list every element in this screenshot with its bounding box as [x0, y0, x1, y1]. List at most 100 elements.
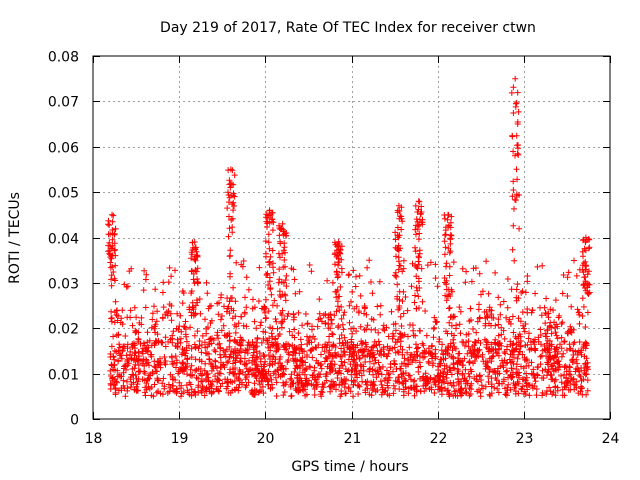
data-point — [159, 289, 166, 296]
data-point — [524, 278, 531, 285]
data-point — [290, 266, 297, 273]
data-point — [443, 260, 450, 267]
data-point — [463, 378, 470, 385]
data-point — [579, 248, 586, 255]
data-point — [168, 317, 175, 324]
data-point — [506, 356, 513, 363]
data-point — [326, 383, 333, 390]
data-point — [348, 377, 355, 384]
y-tick-label: 0.02 — [48, 322, 79, 338]
data-point — [242, 361, 249, 368]
data-point — [359, 340, 366, 346]
data-point — [430, 360, 437, 367]
data-point — [250, 296, 256, 303]
data-point — [523, 363, 530, 370]
data-point — [277, 238, 283, 245]
data-point — [582, 361, 589, 368]
data-point — [455, 368, 462, 375]
data-point — [317, 391, 324, 398]
x-tick-label: 20 — [257, 431, 275, 447]
data-point — [161, 360, 168, 366]
data-point — [490, 353, 497, 359]
data-point — [513, 166, 520, 173]
data-point — [148, 351, 155, 358]
data-point — [347, 388, 354, 395]
data-point — [569, 376, 576, 383]
data-point — [221, 364, 228, 371]
data-point — [228, 305, 235, 312]
data-point — [366, 353, 373, 360]
data-point — [375, 329, 382, 336]
data-point — [314, 323, 321, 330]
data-point — [269, 302, 276, 309]
data-point — [494, 340, 501, 347]
data-point — [323, 377, 330, 384]
data-point — [268, 291, 275, 298]
data-point — [517, 343, 524, 350]
data-point — [511, 257, 518, 264]
data-point — [395, 266, 402, 273]
data-point — [372, 357, 379, 364]
data-point — [580, 303, 587, 310]
data-point — [533, 386, 540, 392]
data-point — [571, 339, 578, 346]
data-point — [431, 314, 438, 321]
data-point — [202, 316, 208, 323]
data-point — [444, 380, 451, 387]
data-point — [342, 340, 349, 346]
data-point — [411, 377, 418, 384]
data-point — [444, 330, 451, 337]
data-point — [188, 345, 195, 352]
data-point — [510, 178, 517, 185]
data-point — [112, 252, 119, 259]
data-point — [341, 348, 348, 355]
data-point — [555, 358, 561, 365]
plot-frame — [92, 55, 611, 420]
data-point — [241, 361, 248, 367]
data-point — [273, 348, 279, 355]
data-point — [584, 377, 591, 384]
data-point — [455, 355, 461, 362]
data-point — [350, 358, 357, 365]
data-point — [193, 297, 200, 304]
data-point — [278, 324, 285, 331]
data-point — [570, 358, 577, 365]
data-point — [149, 370, 156, 377]
data-point — [226, 225, 233, 232]
data-point — [261, 304, 268, 311]
data-point — [539, 375, 545, 381]
data-point — [154, 368, 160, 375]
data-point — [376, 278, 383, 285]
data-point — [582, 324, 589, 330]
data-point — [260, 335, 267, 342]
data-point — [459, 265, 466, 272]
data-point — [562, 363, 569, 370]
data-point — [574, 351, 581, 358]
y-axis-title: ROTI / TECUs — [7, 192, 23, 284]
data-point — [582, 285, 588, 291]
data-point — [302, 392, 309, 399]
data-point — [579, 313, 586, 319]
data-point — [476, 372, 483, 379]
data-point — [444, 346, 451, 353]
data-point — [485, 373, 492, 380]
x-axis-title: GPS time / hours — [291, 459, 408, 475]
data-point — [151, 325, 158, 332]
data-point — [165, 308, 172, 315]
data-point — [204, 371, 211, 377]
data-point — [119, 307, 126, 314]
data-point — [108, 282, 115, 289]
data-point — [544, 337, 551, 344]
data-point — [476, 301, 482, 308]
data-point — [180, 290, 187, 296]
data-point — [413, 273, 420, 280]
data-point — [521, 354, 528, 361]
data-point — [229, 201, 236, 208]
data-point — [435, 367, 442, 373]
data-point — [399, 380, 406, 386]
data-point — [155, 376, 161, 383]
y-tick-label: 0.07 — [48, 95, 79, 111]
data-point — [108, 308, 115, 315]
data-point — [224, 359, 231, 366]
